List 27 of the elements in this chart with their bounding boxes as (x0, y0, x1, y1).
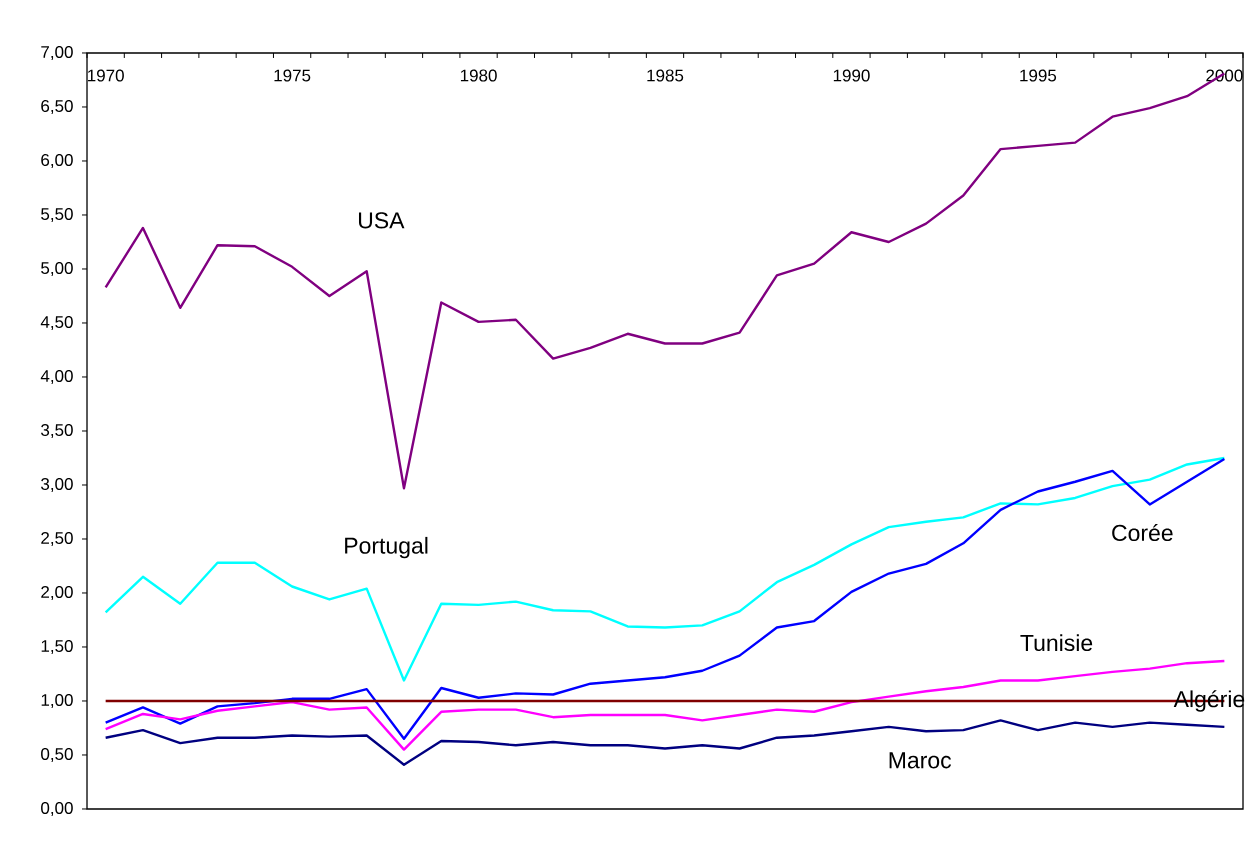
y-tick-label: 7,00 (41, 45, 73, 60)
y-tick-label: 6,00 (41, 153, 73, 168)
y-tick-label: 6,50 (41, 99, 73, 114)
y-tick-label: 4,50 (40, 315, 73, 330)
series-label: USA (358, 212, 405, 229)
y-tick-label: 1,50 (41, 639, 73, 654)
x-tick-label: 1975 (274, 69, 311, 82)
series-label: Tunisie (1020, 634, 1093, 652)
y-tick-label: 2,50 (41, 531, 73, 546)
line-series (104, 456, 1226, 682)
y-tick-label: 0,00 (41, 801, 73, 816)
series-label: Maroc (889, 752, 952, 769)
x-tick-label: 1985 (647, 69, 684, 82)
y-tick-label: 5,50 (41, 207, 73, 222)
y-tick-label: 0,50 (41, 747, 73, 762)
y-tick-label: 3,00 (41, 477, 73, 492)
series-label: Portugal (345, 536, 428, 559)
y-tick-label: 1,00 (41, 693, 73, 708)
y-tick-label: 3,50 (41, 423, 73, 438)
y-tick-label: 5,00 (41, 261, 73, 276)
x-tick-label: 1990 (833, 69, 870, 82)
y-tick-label: 2,00 (41, 585, 73, 600)
x-tick-label: 1995 (1020, 69, 1057, 82)
x-tick-label: 1980 (460, 69, 497, 82)
y-tick-label: 4,00 (40, 369, 73, 384)
x-tick-label: 1970 (88, 69, 124, 82)
series-label: Corée (1112, 523, 1173, 542)
